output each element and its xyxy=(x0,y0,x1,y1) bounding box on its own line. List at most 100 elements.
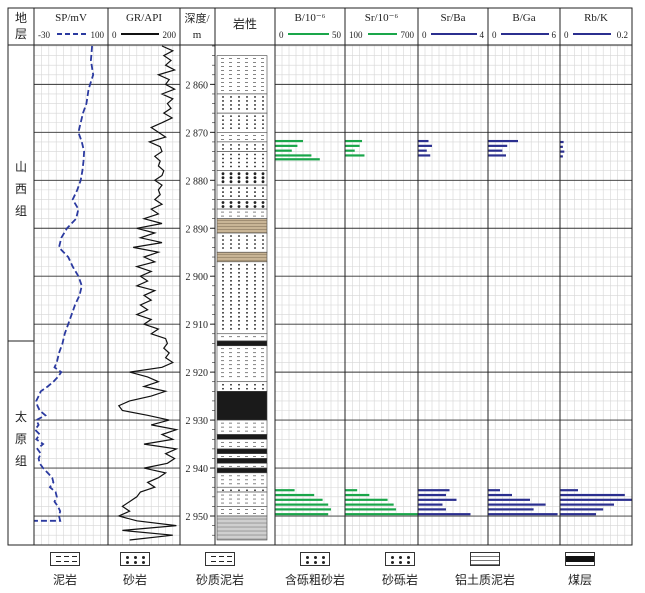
lithology-grain xyxy=(230,127,232,130)
lithology-grain xyxy=(262,319,264,322)
lithology-grain xyxy=(262,119,264,122)
lithology-grain xyxy=(246,387,248,390)
bga-scale-max: 6 xyxy=(552,30,557,40)
depth-tick-label: 2 860 xyxy=(186,80,209,91)
lithology-grain xyxy=(246,295,248,298)
lithology-grain xyxy=(238,123,240,126)
lithology-layer xyxy=(216,261,268,335)
lithology-grain xyxy=(238,153,240,156)
rbk-bar xyxy=(560,508,604,511)
lithology-grain xyxy=(230,239,232,241)
srba-bar xyxy=(418,493,446,497)
lithology-layer xyxy=(216,506,268,517)
lithology-grain xyxy=(238,311,240,314)
lithology-grain xyxy=(238,104,240,106)
depth-tick-label: 2 900 xyxy=(186,272,209,283)
lithology-grain xyxy=(254,283,256,286)
srba-bar xyxy=(418,508,446,511)
lithology-grain xyxy=(254,271,256,274)
b-bar xyxy=(275,493,315,497)
lithology-legend: 泥岩 砂岩 砂质泥岩 含砾粗砂岩 砂砾岩 铝土质泥岩 煤层 xyxy=(0,548,645,593)
legend-label: 泥岩 xyxy=(52,573,77,587)
rbk-bar xyxy=(560,498,632,501)
lithology-grain xyxy=(237,205,241,208)
rbk-bar xyxy=(560,145,563,148)
gr-scale-max: 200 xyxy=(163,30,177,40)
lithology-grain xyxy=(222,319,224,322)
srba-bar xyxy=(418,144,432,147)
srba-bar xyxy=(418,139,429,143)
sr-bar xyxy=(345,489,358,492)
lithology-grain xyxy=(230,299,232,302)
depth-tick-label: 2 930 xyxy=(186,416,209,427)
lithology-grain xyxy=(262,279,264,282)
lithology-grain xyxy=(222,104,224,106)
b-bar xyxy=(275,154,312,157)
lithology-grain xyxy=(221,205,225,208)
lithology-grain xyxy=(262,161,264,164)
lithology-grain xyxy=(230,263,232,266)
lithology-header: 岩性 xyxy=(233,16,257,31)
lithology-grain xyxy=(222,187,224,189)
lithology-grain xyxy=(238,279,240,282)
lithology-grain xyxy=(254,315,256,318)
lithology-grain xyxy=(254,287,256,290)
lithology-grain xyxy=(261,201,265,204)
legend-item-coal: 煤层 xyxy=(545,548,615,588)
lithology-grain xyxy=(246,191,248,193)
lithology-grain xyxy=(222,195,224,197)
lithology-grain xyxy=(246,315,248,318)
lithology-grain xyxy=(262,295,264,298)
lithology-grain xyxy=(222,157,224,160)
lithology-grain xyxy=(230,283,232,286)
depth-tick-label: 2 950 xyxy=(186,512,209,523)
strata-header: 层 xyxy=(15,27,27,41)
lithology-grain xyxy=(230,108,232,110)
lithology-grain xyxy=(222,263,224,266)
legend-item-sandstone: 砂岩 xyxy=(100,548,170,588)
lithology-grain xyxy=(246,119,248,122)
lithology-grain xyxy=(222,239,224,241)
legend-pattern-mark xyxy=(399,556,402,559)
legend-pattern-mark xyxy=(322,561,325,564)
lithology-grain xyxy=(238,263,240,266)
lithology-grain xyxy=(222,153,224,156)
sr-bar xyxy=(345,154,365,157)
lithology-grain xyxy=(246,96,248,98)
b-bar xyxy=(275,158,320,161)
lithology-grain xyxy=(245,180,249,184)
legend-pattern-mark xyxy=(227,556,232,557)
b-scale-min: 0 xyxy=(279,30,284,40)
lithology-grain xyxy=(222,323,224,326)
legend-pattern-mark xyxy=(219,556,224,557)
lithology-grain xyxy=(261,176,265,180)
lithology-grain xyxy=(222,243,224,245)
lithology-grain xyxy=(230,279,232,282)
lithology-grain xyxy=(222,191,224,193)
srba-bar xyxy=(418,498,457,501)
legend-pattern-mark xyxy=(134,556,137,559)
sr-header-title: Sr/10⁻⁶ xyxy=(365,12,399,24)
legend-pattern-mark xyxy=(391,556,394,559)
lithology-grain xyxy=(222,161,224,164)
lithology-grain xyxy=(254,387,256,390)
rbk-bar xyxy=(560,155,563,158)
lithology-grain xyxy=(246,327,248,330)
lithology-grain xyxy=(262,323,264,326)
lithology-grain xyxy=(262,239,264,241)
srba-header-title: Sr/Ba xyxy=(440,12,465,24)
lithology-grain xyxy=(254,311,256,314)
sr-scale-min: 100 xyxy=(349,30,363,40)
lithology-layer xyxy=(216,184,268,200)
lithology-grain xyxy=(238,303,240,306)
lithology-layer xyxy=(216,340,268,347)
rbk-scale-min: 0 xyxy=(564,30,569,40)
lithology-grain xyxy=(230,123,232,126)
lithology-grain xyxy=(262,303,264,306)
lithology-grain xyxy=(246,489,248,492)
legend-pattern-mark xyxy=(56,556,61,557)
lithology-grain xyxy=(230,187,232,189)
legend-pattern-mark xyxy=(306,561,309,564)
rbk-bar xyxy=(560,503,614,506)
lithology-grain xyxy=(262,387,264,390)
